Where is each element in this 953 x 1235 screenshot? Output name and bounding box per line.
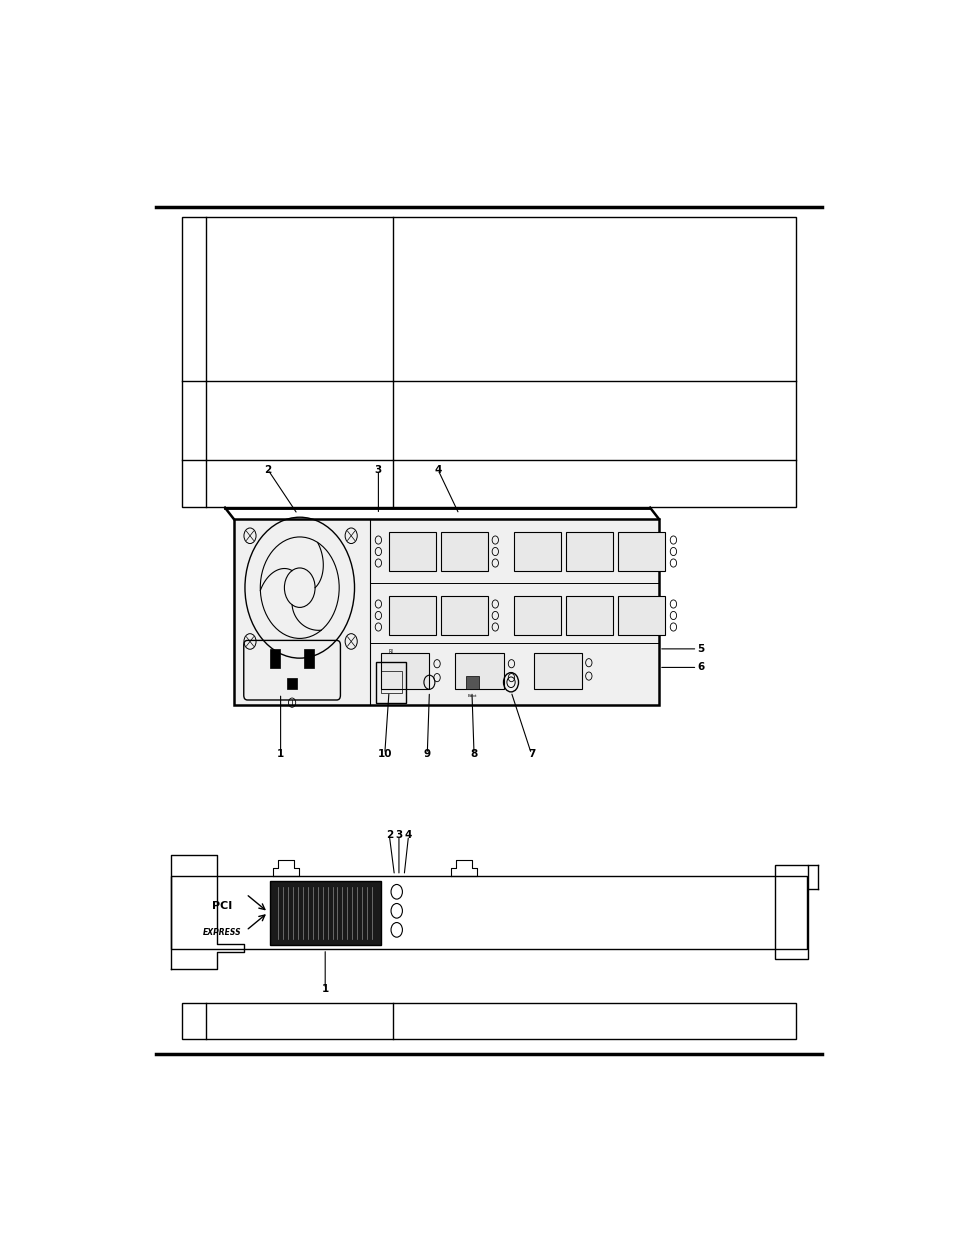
Bar xyxy=(233,519,659,704)
Bar xyxy=(566,597,613,635)
Text: 2: 2 xyxy=(264,464,272,474)
Text: 6: 6 xyxy=(697,662,704,672)
Bar xyxy=(171,876,806,948)
Text: 3: 3 xyxy=(395,830,402,840)
Bar xyxy=(618,532,664,571)
Text: 2: 2 xyxy=(385,830,393,840)
Bar xyxy=(389,597,436,635)
Bar xyxy=(303,648,314,668)
Text: 7: 7 xyxy=(527,748,535,760)
Text: 10: 10 xyxy=(377,748,392,760)
Bar xyxy=(465,676,478,689)
Text: 5: 5 xyxy=(697,643,704,653)
Bar xyxy=(774,866,807,960)
Text: PCI: PCI xyxy=(212,902,232,911)
Bar xyxy=(533,652,582,689)
Bar xyxy=(375,662,406,703)
Bar xyxy=(440,597,487,635)
Bar xyxy=(455,652,503,689)
Text: 1: 1 xyxy=(276,748,284,760)
Bar xyxy=(270,648,280,668)
Bar xyxy=(440,532,487,571)
Text: 1: 1 xyxy=(321,984,329,994)
Bar xyxy=(566,532,613,571)
Bar xyxy=(514,532,560,571)
Bar xyxy=(380,671,401,693)
Bar xyxy=(514,597,560,635)
Text: EXPRESS: EXPRESS xyxy=(202,927,241,936)
Text: 4: 4 xyxy=(434,464,441,474)
Bar xyxy=(287,678,297,689)
Text: 8: 8 xyxy=(470,748,477,760)
Bar xyxy=(270,881,380,945)
Text: Boot: Boot xyxy=(467,694,476,698)
Text: 4: 4 xyxy=(404,830,412,840)
Polygon shape xyxy=(171,855,244,969)
Bar xyxy=(618,597,664,635)
Bar xyxy=(182,1003,795,1039)
Bar xyxy=(380,652,429,689)
Bar xyxy=(182,216,795,506)
Bar xyxy=(389,532,436,571)
Text: 3: 3 xyxy=(375,464,381,474)
Text: 9: 9 xyxy=(423,748,431,760)
Text: RJ: RJ xyxy=(388,650,394,655)
